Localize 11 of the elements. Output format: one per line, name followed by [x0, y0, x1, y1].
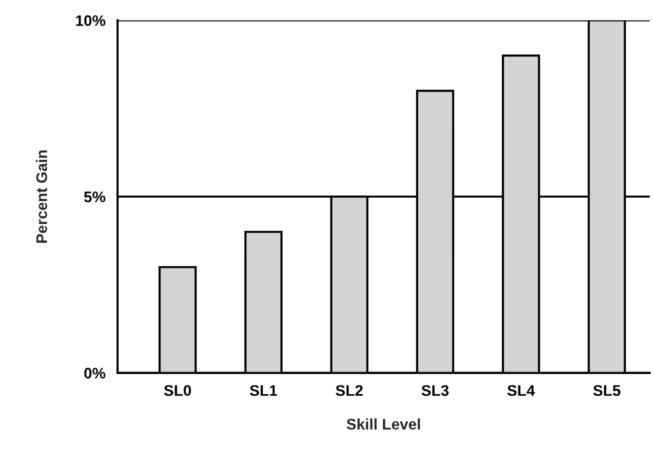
x-tick-label: SL3 — [422, 385, 449, 396]
y-axis-title: Percent Gain — [36, 150, 48, 243]
x-axis-title: Skill Level — [346, 418, 420, 430]
y-tick-label: 10% — [76, 15, 106, 26]
x-tick-label: SL0 — [164, 385, 192, 396]
y-tick-label: 5% — [84, 192, 106, 202]
x-tick-label: SL5 — [593, 385, 620, 396]
x-tick-label: SL1 — [250, 385, 278, 396]
y-tick-label: 0% — [84, 368, 106, 379]
x-tick-label: SL4 — [507, 385, 535, 396]
x-tick-label: SL2 — [336, 385, 363, 396]
